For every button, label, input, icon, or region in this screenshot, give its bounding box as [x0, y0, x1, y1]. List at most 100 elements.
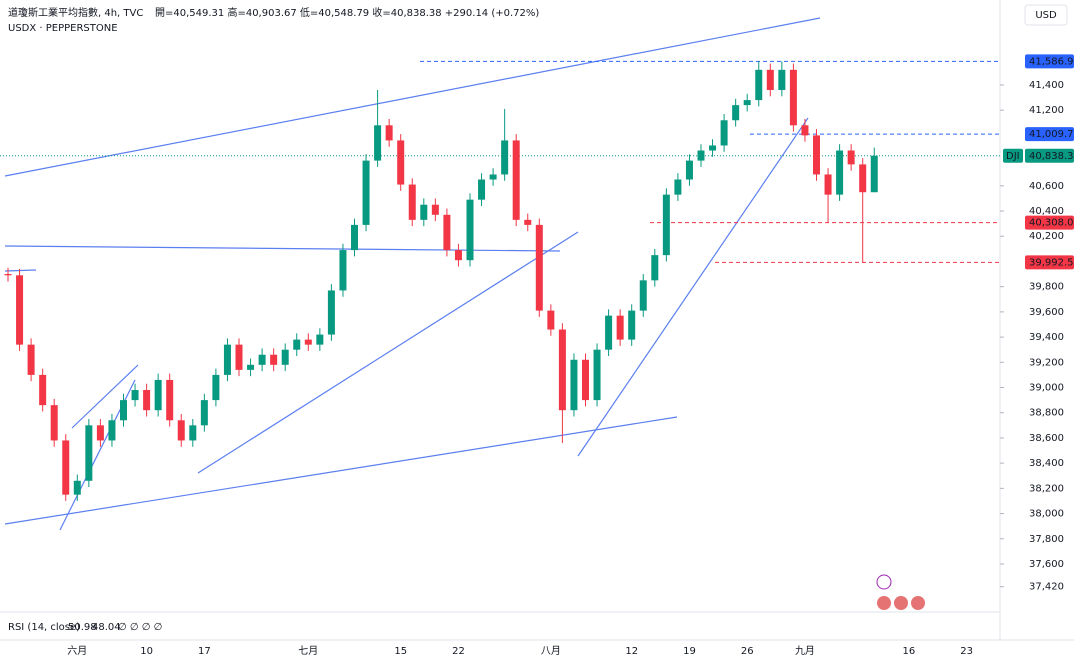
currency[interactable]: USD [1035, 10, 1057, 21]
candle-body [62, 440, 70, 495]
candle-body [501, 140, 509, 175]
price-level-tag [1025, 255, 1074, 270]
y-tick-label: 39,800 [1029, 282, 1064, 293]
x-tick-label: 26 [741, 646, 754, 657]
symbol: 道瓊斯工業平均指數, 4h, TVC [8, 6, 143, 19]
candle-body [50, 405, 58, 441]
candle-body [316, 334, 324, 345]
candle-body [408, 184, 416, 220]
candle-body [362, 160, 370, 225]
candle-body [293, 339, 301, 350]
candle-body [397, 140, 405, 185]
candle-body [73, 480, 81, 495]
trendline [577, 117, 809, 457]
candle-body [628, 310, 636, 340]
last-price-symbol: DJI [1006, 151, 1020, 162]
candle-body [512, 140, 520, 220]
x-tick-label: 九月 [795, 645, 815, 657]
candle-body [16, 275, 24, 345]
event-icon[interactable] [877, 596, 891, 610]
trendline [197, 231, 579, 474]
event-icons[interactable] [876, 574, 925, 610]
trendline [71, 364, 139, 429]
candle-body [524, 219, 532, 225]
candle-body [281, 349, 289, 365]
candle-body [270, 354, 278, 365]
candle-body [685, 160, 693, 180]
x-tick-label: 六月 [67, 645, 87, 657]
candle-body [374, 125, 382, 161]
candle-body [443, 214, 451, 251]
candle-body [478, 179, 486, 200]
trendline [4, 269, 37, 272]
candle-body [466, 199, 474, 261]
y-tick-label: 39,200 [1029, 357, 1064, 368]
event-icon[interactable] [894, 596, 908, 610]
candle-body [489, 174, 497, 180]
event-icon[interactable] [876, 574, 892, 590]
y-tick-label: 39,400 [1029, 332, 1064, 343]
y-tick-label: 40,400 [1029, 206, 1064, 217]
candle-body [431, 204, 439, 215]
candle-body [836, 150, 844, 195]
trendline [4, 416, 678, 525]
event-icon[interactable] [911, 596, 925, 610]
y-tick-label: 40,600 [1029, 181, 1064, 192]
candle-body [743, 100, 751, 106]
price-level-label: 41,586.94 [1029, 56, 1074, 67]
candle-body [778, 69, 786, 91]
candle-body [582, 359, 589, 401]
x-tick-label: 七月 [298, 645, 318, 657]
candle-body [662, 194, 670, 256]
last-price-tag [1003, 148, 1023, 163]
candle-body [801, 125, 809, 136]
rsi-extra: ∅ ∅ ∅ ∅ [118, 622, 162, 633]
price-level-tag [1025, 215, 1074, 230]
candle-body [154, 379, 162, 411]
candle-body [847, 150, 855, 165]
price-level-tag [1025, 54, 1074, 69]
candle-body [327, 290, 335, 335]
y-tick-label: 41,400 [1029, 80, 1064, 91]
candle-body [674, 179, 682, 195]
candle-body [223, 344, 231, 375]
x-tick-label: 16 [903, 646, 916, 657]
candle-body [339, 250, 347, 291]
candle-body [85, 425, 93, 481]
candle-body [605, 315, 613, 350]
candle-body [558, 329, 566, 411]
candle-body [651, 255, 659, 281]
y-tick-label: 37,600 [1029, 559, 1064, 570]
candle-body [789, 69, 797, 126]
candle-body [212, 374, 220, 401]
last-price-box [1025, 148, 1074, 163]
candle-body [4, 274, 12, 276]
candle-body [200, 400, 208, 426]
ohlc: 開=40,549.31 高=40,903.67 低=40,548.79 收=40… [155, 6, 539, 19]
last-price-label: 40,838.38 [1029, 151, 1074, 162]
candle-body [454, 250, 462, 261]
candle-body [385, 125, 393, 141]
x-tick-label: 23 [960, 646, 973, 657]
candle-body [351, 224, 358, 251]
candle-body [535, 224, 543, 311]
y-tick-label: 38,400 [1029, 458, 1064, 469]
candle-body [27, 344, 35, 375]
y-tick-label: 38,200 [1029, 483, 1064, 494]
price-level-tag [1025, 127, 1074, 142]
candle-body [166, 379, 174, 421]
currency-button[interactable] [1024, 4, 1068, 26]
price-level-label: 40,308.01 [1029, 218, 1074, 229]
source: USDX · PEPPERSTONE [8, 23, 118, 34]
candle-body [824, 174, 832, 195]
candle-body [755, 69, 763, 101]
candle-body [131, 390, 139, 401]
candle-body [870, 155, 878, 193]
candle-body [697, 150, 705, 161]
candle-body [120, 400, 127, 421]
x-tick-label: 10 [140, 646, 153, 657]
trendline [4, 17, 821, 177]
candle-body [39, 374, 47, 406]
